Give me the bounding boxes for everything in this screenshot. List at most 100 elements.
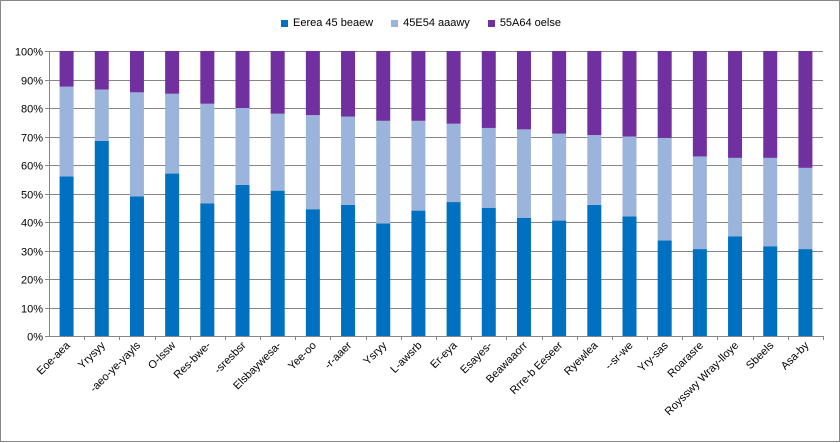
- y-tick-label: 40%: [21, 218, 43, 230]
- bar-segment-series-2: [798, 167, 813, 250]
- y-tick-label: 90%: [21, 76, 43, 88]
- bar-segment-series-3: [59, 51, 74, 87]
- bar-segment-series-2: [446, 123, 461, 203]
- bar-segment-series-1: [200, 203, 215, 336]
- bar-segment-series-3: [376, 51, 391, 121]
- bar-segment-series-2: [165, 93, 180, 174]
- bar-segment-series-1: [763, 246, 778, 336]
- legend-label: Eerea 45 beaew: [293, 17, 374, 29]
- bar-segment-series-3: [516, 51, 531, 130]
- bar-segment-series-2: [376, 120, 391, 224]
- bar-segment-series-3: [305, 51, 320, 116]
- bar-segment-series-3: [446, 51, 461, 124]
- bar-segment-series-3: [165, 51, 180, 94]
- bar-segment-series-2: [481, 127, 496, 208]
- bar-segment-series-1: [94, 140, 109, 336]
- bar-segment-series-2: [552, 133, 567, 221]
- y-tick-label: 50%: [21, 190, 43, 202]
- bar-segment-series-1: [587, 204, 602, 336]
- legend-swatch: [487, 19, 495, 27]
- bar-segment-series-1: [341, 204, 356, 336]
- y-tick-label: 0%: [27, 332, 43, 344]
- bar-segment-series-1: [411, 210, 426, 336]
- bar-segment-series-1: [798, 249, 813, 336]
- x-tick-label: Res-bwe-: [172, 339, 214, 381]
- bar-segment-series-3: [411, 51, 426, 121]
- legend-swatch: [281, 19, 289, 27]
- bar-segment-series-1: [446, 202, 461, 336]
- x-tick-label: -r-aaer: [322, 339, 354, 371]
- bar-segment-series-2: [305, 115, 320, 210]
- bar-segment-series-3: [200, 51, 215, 104]
- legend-item-series-3: 55A64 oelse: [487, 14, 561, 32]
- bar-segment-series-1: [235, 184, 250, 336]
- legend-label: 45E54 aaawy: [403, 17, 470, 29]
- x-tick-label: Ysryy: [361, 339, 389, 367]
- bar-segment-series-1: [305, 209, 320, 336]
- bar-segment-series-3: [235, 51, 250, 108]
- bar-segment-series-3: [657, 51, 672, 138]
- bar-segment-series-1: [481, 207, 496, 336]
- bar-segment-series-1: [552, 220, 567, 336]
- x-tick-label: O-lssw: [146, 340, 178, 372]
- bar-segment-series-2: [94, 89, 109, 141]
- bar-segment-series-2: [728, 157, 743, 237]
- y-tick-label: 80%: [21, 104, 43, 116]
- bar-segment-series-3: [552, 51, 567, 134]
- x-tick-label: L-awsrb: [388, 340, 424, 376]
- bar-segment-series-2: [129, 92, 144, 197]
- bar-segment-series-1: [657, 240, 672, 336]
- bar-segment-series-2: [763, 157, 778, 247]
- bar-segment-series-3: [341, 51, 356, 117]
- bar-segment-series-3: [129, 51, 144, 93]
- x-tick-label: Er-eya: [428, 339, 460, 371]
- bar-segment-series-1: [622, 216, 637, 336]
- x-tick-label: Eoe-aea: [35, 339, 74, 378]
- bar-segment-series-3: [94, 51, 109, 90]
- bar-segment-series-2: [516, 129, 531, 218]
- bar-segment-series-3: [728, 51, 743, 158]
- bar-segment-series-1: [692, 249, 707, 336]
- y-tick-label: 100%: [15, 47, 43, 59]
- y-tick-label: 70%: [21, 133, 43, 145]
- bar-segment-series-1: [516, 217, 531, 336]
- legend-item-series-2: 45E54 aaawy: [391, 14, 470, 32]
- bar-segment-series-3: [270, 51, 285, 114]
- bar-segment-series-2: [657, 137, 672, 241]
- y-tick-label: 10%: [21, 304, 43, 316]
- legend-label: 55A64 oelse: [499, 17, 561, 29]
- bar-segment-series-3: [798, 51, 813, 168]
- x-tick-label: --sr-we: [603, 340, 636, 373]
- bar-segment-series-2: [200, 103, 215, 204]
- bar-segment-series-2: [587, 135, 602, 205]
- bar-segment-series-2: [235, 108, 250, 185]
- bar-segment-series-2: [270, 113, 285, 191]
- y-tick-label: 60%: [21, 161, 43, 173]
- bar-segment-series-2: [692, 156, 707, 250]
- bar-segment-series-3: [587, 51, 602, 136]
- bar-segment-series-3: [763, 51, 778, 158]
- x-tick-label: Sbeels: [744, 339, 777, 372]
- y-tick-label: 20%: [21, 275, 43, 287]
- x-tick-label: Ryewlea: [562, 339, 601, 378]
- x-tick-label: Yee-oo: [286, 340, 319, 373]
- legend-item-series-1: Eerea 45 beaew: [281, 14, 373, 32]
- x-tick-label: Asa-by: [779, 339, 812, 372]
- bar-segment-series-3: [481, 51, 496, 128]
- bar-segment-series-2: [341, 116, 356, 205]
- bar-segment-series-3: [622, 51, 637, 137]
- bar-segment-series-1: [59, 176, 74, 336]
- bar-segment-series-1: [728, 236, 743, 336]
- bar-segment-series-1: [129, 196, 144, 336]
- legend-swatch: [391, 19, 399, 27]
- bar-segment-series-1: [165, 173, 180, 336]
- bar-segment-series-2: [411, 120, 426, 211]
- x-tick-label: Yrysyy: [76, 339, 108, 371]
- bar-segment-series-1: [376, 223, 391, 336]
- bar-segment-series-3: [692, 51, 707, 157]
- bar-segment-series-2: [59, 86, 74, 177]
- bar-segment-series-2: [622, 136, 637, 217]
- bar-segment-series-1: [270, 190, 285, 336]
